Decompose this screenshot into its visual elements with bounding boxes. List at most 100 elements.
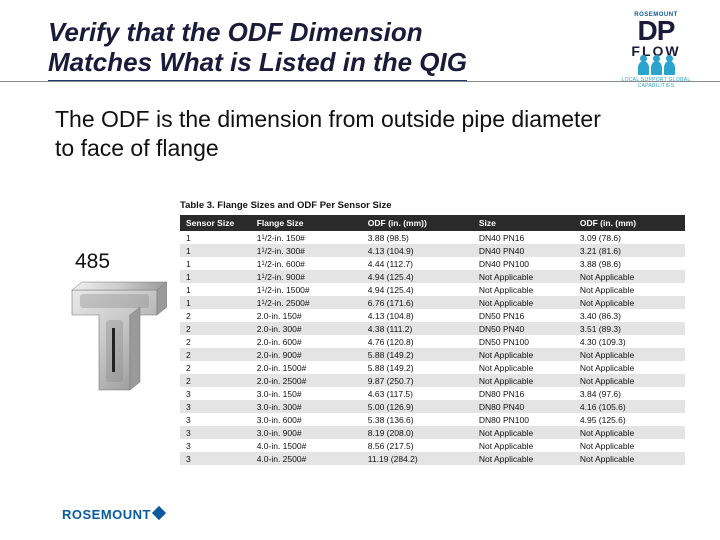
table-col-header: Flange Size bbox=[251, 215, 362, 231]
table-row: 34.0-in. 2500#11.19 (284.2)Not Applicabl… bbox=[180, 452, 685, 465]
table-cell: 2.0-in. 300# bbox=[251, 322, 362, 335]
table-cell: 2 bbox=[180, 322, 251, 335]
table-cell: 4.94 (125.4) bbox=[362, 283, 473, 296]
table-row: 111/2-in. 2500#6.76 (171.6)Not Applicabl… bbox=[180, 296, 685, 309]
table-cell: Not Applicable bbox=[473, 452, 574, 465]
table-cell: 4.16 (105.6) bbox=[574, 400, 685, 413]
table-cell: 2 bbox=[180, 348, 251, 361]
table-cell: 11/2-in. 600# bbox=[251, 257, 362, 270]
table-cell: 2 bbox=[180, 309, 251, 322]
table-cell: 8.19 (208.0) bbox=[362, 426, 473, 439]
table-cell: 2.0-in. 2500# bbox=[251, 374, 362, 387]
table-cell: Not Applicable bbox=[473, 361, 574, 374]
table-cell: Not Applicable bbox=[473, 348, 574, 361]
table-row: 33.0-in. 900#8.19 (208.0)Not ApplicableN… bbox=[180, 426, 685, 439]
table-cell: Not Applicable bbox=[574, 283, 685, 296]
table-row: 22.0-in. 1500#5.88 (149.2)Not Applicable… bbox=[180, 361, 685, 374]
table-cell: 8.56 (217.5) bbox=[362, 439, 473, 452]
table-cell: 2 bbox=[180, 374, 251, 387]
table-cell: 3.51 (89.3) bbox=[574, 322, 685, 335]
logo-dp: DP bbox=[608, 18, 704, 43]
table-cell: 11/2-in. 150# bbox=[251, 231, 362, 244]
table-cell: Not Applicable bbox=[574, 374, 685, 387]
table-cell: 11/2-in. 2500# bbox=[251, 296, 362, 309]
table-cell: 4.38 (111.2) bbox=[362, 322, 473, 335]
table-cell: 5.88 (149.2) bbox=[362, 361, 473, 374]
table-cell: 11/2-in. 1500# bbox=[251, 283, 362, 296]
odf-table-region: Table 3. Flange Sizes and ODF Per Sensor… bbox=[180, 200, 685, 465]
table-cell: 2.0-in. 1500# bbox=[251, 361, 362, 374]
table-cell: 1 bbox=[180, 231, 251, 244]
table-row: 34.0-in. 1500#8.56 (217.5)Not Applicable… bbox=[180, 439, 685, 452]
table-row: 22.0-in. 900#5.88 (149.2)Not ApplicableN… bbox=[180, 348, 685, 361]
table-cell: 3.21 (81.6) bbox=[574, 244, 685, 257]
table-caption: Table 3. Flange Sizes and ODF Per Sensor… bbox=[180, 200, 685, 211]
table-cell: Not Applicable bbox=[473, 374, 574, 387]
table-cell: DN80 PN100 bbox=[473, 413, 574, 426]
table-cell: 4.30 (109.3) bbox=[574, 335, 685, 348]
table-cell: DN80 PN16 bbox=[473, 387, 574, 400]
title-line-1: Verify that the ODF Dimension bbox=[48, 17, 423, 47]
brand-logo-top: ROSEMOUNT DP FLOW LOCAL SUPPORT GLOBAL C… bbox=[608, 12, 704, 89]
bracket-icon bbox=[62, 280, 167, 400]
table-cell: 3.0-in. 150# bbox=[251, 387, 362, 400]
table-row: 33.0-in. 600#5.38 (136.6)DN80 PN1004.95 … bbox=[180, 413, 685, 426]
table-cell: 3 bbox=[180, 387, 251, 400]
table-cell: 2 bbox=[180, 335, 251, 348]
table-cell: DN40 PN16 bbox=[473, 231, 574, 244]
table-row: 22.0-in. 600#4.76 (120.8)DN50 PN1004.30 … bbox=[180, 335, 685, 348]
table-cell: 2.0-in. 900# bbox=[251, 348, 362, 361]
table-cell: 1 bbox=[180, 257, 251, 270]
table-cell: Not Applicable bbox=[574, 426, 685, 439]
table-cell: 1 bbox=[180, 283, 251, 296]
odf-table: Sensor SizeFlange SizeODF (in. (mm))Size… bbox=[180, 215, 685, 465]
table-cell: 3.88 (98.5) bbox=[362, 231, 473, 244]
footer-brand-text: ROSEMOUNT bbox=[62, 507, 151, 522]
title-line-2: Matches What is Listed in the QIG bbox=[48, 47, 467, 77]
table-row: 22.0-in. 2500#9.87 (250.7)Not Applicable… bbox=[180, 374, 685, 387]
table-body: 111/2-in. 150#3.88 (98.5)DN40 PN163.09 (… bbox=[180, 231, 685, 465]
table-cell: Not Applicable bbox=[473, 439, 574, 452]
table-cell: 2.0-in. 600# bbox=[251, 335, 362, 348]
slide-title: Verify that the ODF Dimension Matches Wh… bbox=[48, 18, 590, 82]
table-cell: 3 bbox=[180, 439, 251, 452]
table-cell: 3.84 (97.6) bbox=[574, 387, 685, 400]
table-cell: 4.95 (125.6) bbox=[574, 413, 685, 426]
table-cell: 11/2-in. 900# bbox=[251, 270, 362, 283]
table-row: 22.0-in. 300#4.38 (111.2)DN50 PN403.51 (… bbox=[180, 322, 685, 335]
table-row: 111/2-in. 1500#4.94 (125.4) Not Applicabl… bbox=[180, 283, 685, 296]
footer-diamond-icon bbox=[152, 506, 166, 520]
table-cell: DN40 PN100 bbox=[473, 257, 574, 270]
table-cell: 4.0-in. 1500# bbox=[251, 439, 362, 452]
logo-tagline: LOCAL SUPPORT GLOBAL CAPABILITIES bbox=[608, 77, 704, 89]
table-cell: Not Applicable bbox=[473, 270, 574, 283]
sensor-label-485: 485 bbox=[75, 250, 110, 274]
table-cell: 5.38 (136.6) bbox=[362, 413, 473, 426]
table-cell: 4.13 (104.9) bbox=[362, 244, 473, 257]
table-col-header: Size bbox=[473, 215, 574, 231]
table-cell: 11.19 (284.2) bbox=[362, 452, 473, 465]
table-col-header: ODF (in. (mm) bbox=[574, 215, 685, 231]
table-cell: 2 bbox=[180, 361, 251, 374]
table-cell: 3 bbox=[180, 426, 251, 439]
table-cell: 5.88 (149.2) bbox=[362, 348, 473, 361]
table-cell: DN50 PN40 bbox=[473, 322, 574, 335]
table-row: 111/2-in. 900#4.94 (125.4)Not Applicable… bbox=[180, 270, 685, 283]
table-row: 111/2-in. 600#4.44 (112.7)DN40 PN1003.88… bbox=[180, 257, 685, 270]
table-cell: 1 bbox=[180, 296, 251, 309]
table-cell: 3.0-in. 900# bbox=[251, 426, 362, 439]
table-col-header: ODF (in. (mm)) bbox=[362, 215, 473, 231]
table-cell: 3 bbox=[180, 413, 251, 426]
table-row: 22.0-in. 150#4.13 (104.8)DN50 PN163.40 (… bbox=[180, 309, 685, 322]
table-row: 33.0-in. 150#4.63 (117.5)DN80 PN163.84 (… bbox=[180, 387, 685, 400]
table-cell: 4.13 (104.8) bbox=[362, 309, 473, 322]
body-paragraph: The ODF is the dimension from outside pi… bbox=[55, 105, 620, 163]
table-cell: 1 bbox=[180, 270, 251, 283]
table-cell: 4.63 (117.5) bbox=[362, 387, 473, 400]
table-cell: Not Applicable bbox=[574, 439, 685, 452]
table-cell: Not Applicable bbox=[473, 426, 574, 439]
table-cell: 3.09 (78.6) bbox=[574, 231, 685, 244]
table-cell: 2.0-in. 150# bbox=[251, 309, 362, 322]
table-cell: 9.87 (250.7) bbox=[362, 374, 473, 387]
table-row: 111/2-in. 300#4.13 (104.9)DN40 PN403.21 … bbox=[180, 244, 685, 257]
